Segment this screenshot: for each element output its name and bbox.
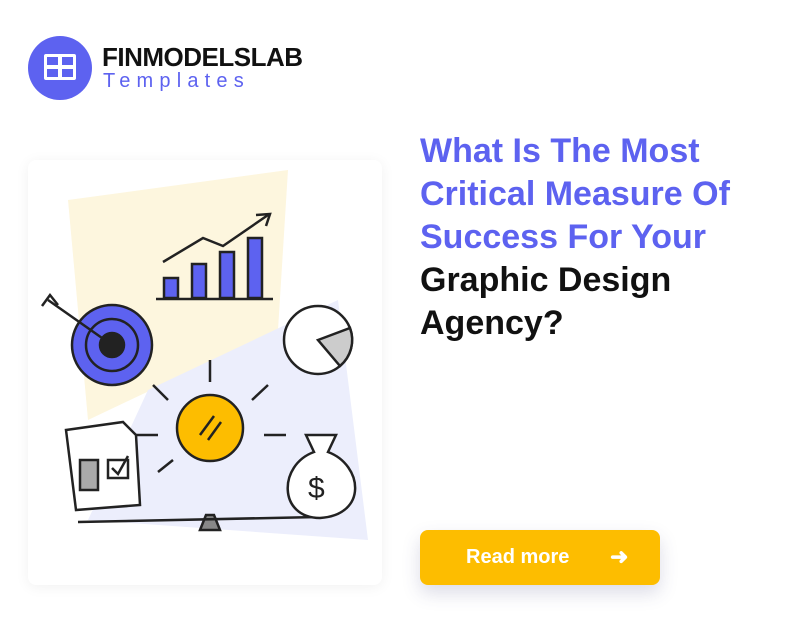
title-line: Agency? — [420, 304, 564, 342]
document-icon — [64, 420, 142, 512]
svg-text:$: $ — [308, 472, 325, 505]
read-more-button[interactable]: Read more ➜ — [420, 530, 660, 585]
grid-icon — [44, 54, 76, 80]
read-more-label: Read more — [466, 546, 570, 568]
article-image: $ — [28, 160, 382, 585]
brand-subtitle: Templates — [103, 70, 250, 92]
bar-chart-icon — [156, 212, 273, 301]
title-line: Graphic Design — [420, 261, 672, 299]
arrow-right-icon: ➜ — [610, 544, 629, 569]
lightbulb-icon — [77, 360, 319, 532]
title-line: Success For Your — [420, 218, 706, 256]
pie-chart-icon — [282, 304, 354, 376]
illustration: $ — [40, 170, 368, 540]
title-line: What Is The Most — [420, 132, 700, 170]
title-line: Critical Measure Of — [420, 175, 730, 213]
logo[interactable] — [28, 36, 92, 100]
article-title: What Is The Most Critical Measure Of Suc… — [420, 130, 780, 345]
money-bag-icon: $ — [286, 433, 357, 520]
brand-name: FINMODELSLAB — [102, 42, 303, 72]
target-icon — [40, 292, 154, 387]
